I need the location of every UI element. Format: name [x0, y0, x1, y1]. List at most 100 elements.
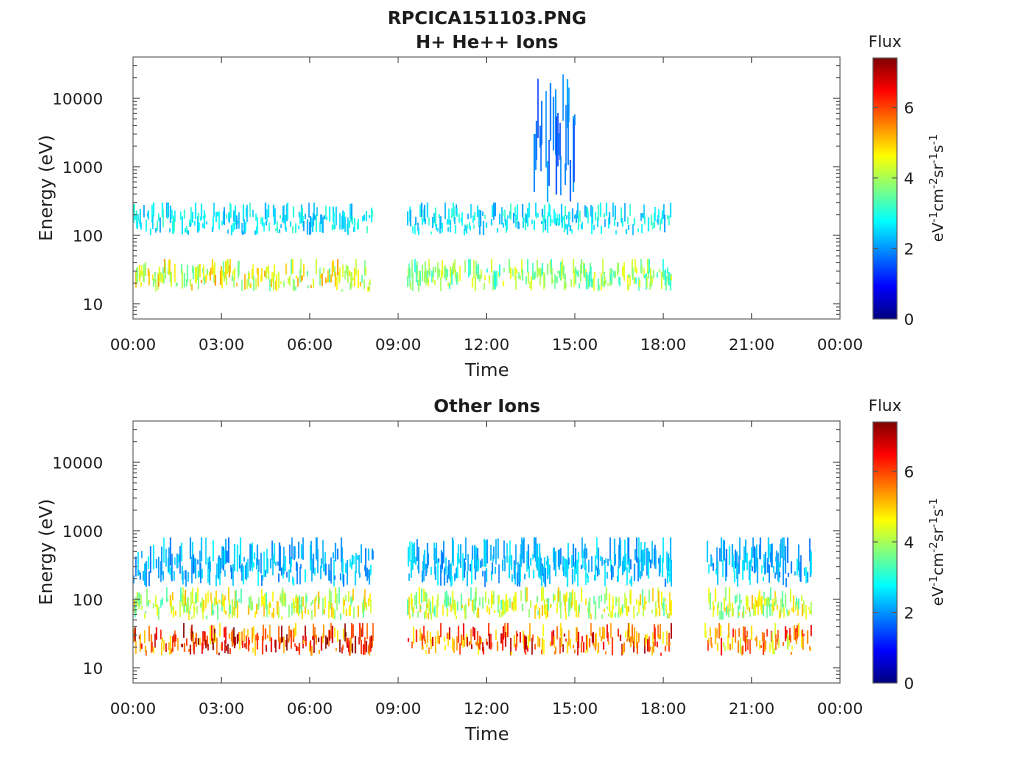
flux-streak [573, 271, 575, 287]
flux-streak [477, 607, 480, 619]
flux-streak [488, 607, 491, 615]
flux-streak [573, 119, 575, 183]
flux-streak [341, 215, 343, 230]
flux-streak [435, 224, 438, 231]
flux-streak [194, 558, 197, 579]
flux-streak [785, 577, 787, 588]
flux-streak [414, 595, 416, 606]
flux-streak [535, 202, 537, 217]
flux-streak [632, 636, 634, 644]
flux-streak [302, 596, 304, 607]
flux-streak [359, 572, 361, 578]
flux-streak [725, 587, 727, 601]
flux-streak [486, 268, 488, 273]
colorbar-tick-label: 2 [904, 603, 914, 622]
flux-streak [524, 587, 527, 602]
flux-streak [203, 210, 206, 229]
flux-streak [409, 209, 412, 227]
flux-streak [365, 602, 368, 611]
flux-streak [663, 597, 665, 616]
flux-streak [194, 593, 197, 603]
flux-streak [490, 590, 493, 609]
flux-streak [332, 552, 334, 559]
flux-streak [258, 597, 260, 607]
flux-streak [223, 550, 225, 566]
flux-streak [435, 543, 438, 564]
flux-streak [221, 269, 223, 289]
flux-streak [709, 627, 711, 637]
flux-streak [248, 273, 250, 279]
flux-streak [293, 546, 295, 561]
flux-streak [412, 544, 414, 570]
flux-streak [521, 259, 523, 275]
colorbar-tick-label: 6 [904, 98, 914, 117]
flux-streak [516, 633, 519, 637]
flux-streak [327, 270, 329, 283]
flux-streak [187, 230, 189, 235]
flux-streak [365, 640, 368, 653]
flux-streak [610, 623, 612, 638]
flux-streak [667, 553, 670, 572]
flux-streak [170, 271, 172, 287]
flux-streak [349, 203, 351, 219]
flux-streak [666, 215, 669, 220]
flux-streak [605, 587, 608, 601]
flux-streak [324, 596, 326, 608]
flux-streak [200, 602, 202, 608]
flux-streak [342, 264, 344, 278]
flux-streak [720, 624, 722, 637]
flux-streak [191, 265, 194, 273]
colorbar-tick-label: 0 [904, 310, 914, 329]
flux-streak [766, 629, 768, 637]
flux-streak [633, 641, 635, 653]
flux-streak [669, 557, 671, 582]
flux-streak [163, 537, 165, 563]
flux-streak [291, 602, 293, 616]
flux-streak [245, 562, 248, 581]
flux-streak [526, 587, 528, 602]
flux-streak [527, 208, 529, 227]
flux-streak [268, 222, 270, 232]
panel-title: Other Ions [434, 396, 541, 417]
flux-streak [731, 637, 734, 650]
flux-streak [490, 259, 493, 273]
flux-streak [493, 271, 495, 290]
flux-streak [218, 555, 220, 579]
flux-streak [750, 559, 752, 568]
flux-streak [271, 272, 273, 282]
flux-streak [455, 616, 457, 620]
flux-streak [722, 641, 725, 647]
x-axis: 00:00 03:00 06:00 09:00 12:00 15:00 18:00 21:00… [110, 421, 863, 718]
flux-streak [496, 270, 498, 287]
flux-streak [613, 270, 615, 277]
flux-streak [482, 596, 484, 609]
flux-streak [440, 216, 442, 229]
flux-streak [783, 537, 785, 561]
flux-streak [510, 267, 512, 279]
flux-streak [495, 539, 497, 565]
flux-streak [662, 259, 664, 278]
flux-streak [474, 276, 477, 292]
flux-streak [633, 563, 636, 582]
flux-streak [162, 267, 164, 275]
flux-streak [604, 563, 606, 587]
flux-streak [560, 628, 563, 647]
flux-streak [560, 548, 562, 565]
flux-streak [269, 624, 271, 642]
flux-streak [597, 547, 600, 575]
flux-streak [432, 266, 435, 278]
flux-streak [580, 264, 582, 282]
flux-streak [506, 543, 508, 563]
flux-streak [218, 652, 220, 656]
flux-streak [514, 207, 516, 217]
flux-streak [462, 553, 464, 581]
y-tick-label: 10000 [52, 89, 103, 108]
flux-streak [140, 222, 142, 230]
flux-streak [180, 263, 183, 274]
flux-streak [437, 630, 439, 644]
y-axis-label: Energy (eV) [36, 135, 57, 241]
flux-streak [325, 205, 327, 220]
flux-streak [468, 259, 470, 278]
flux-streak [479, 225, 481, 235]
flux-streak [366, 226, 368, 234]
